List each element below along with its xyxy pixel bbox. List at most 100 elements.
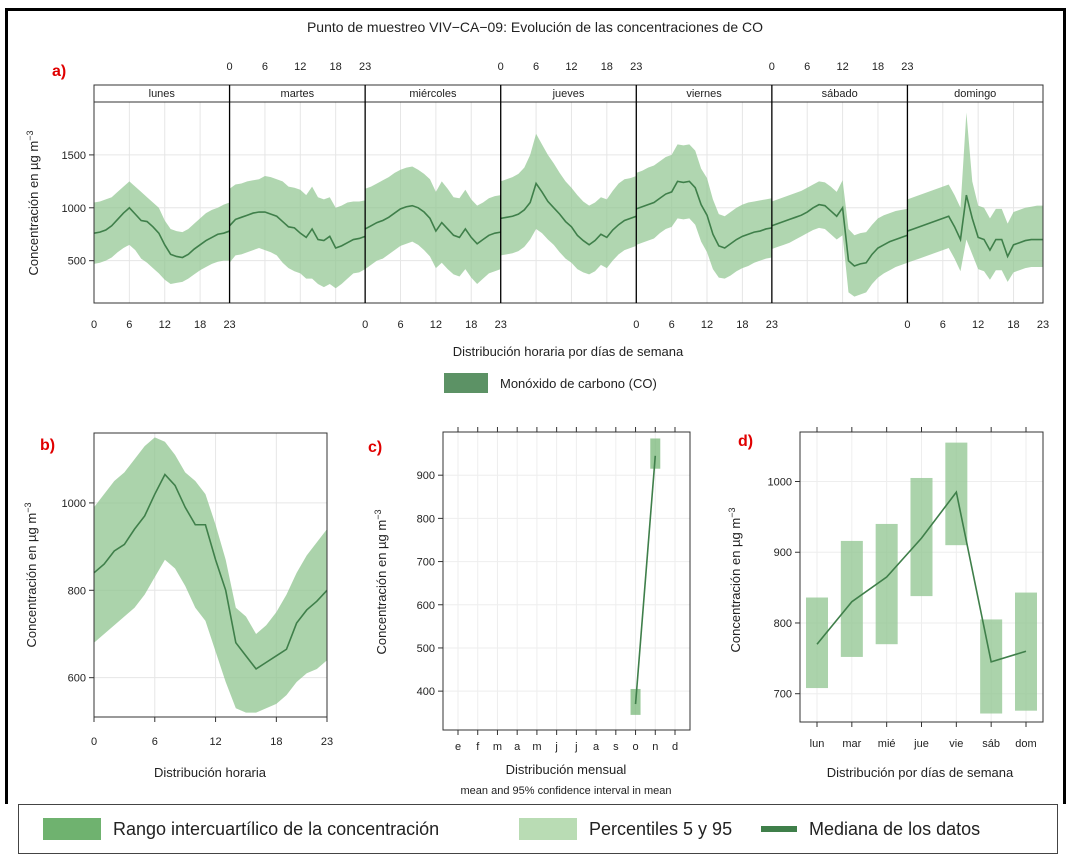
panel-d: d) 700 800 900 1000 lun mar mié jue vie sáb dom Dist… (727, 427, 1044, 780)
x-tick-label: 6 (940, 319, 946, 331)
day-strip (93, 84, 1044, 103)
legend-iqr-label: Rango intercuartílico de la concentració… (113, 818, 440, 839)
x-tick-label: dom (1015, 738, 1036, 750)
median-line (816, 490, 1027, 663)
x-tick-label: 0 (904, 319, 910, 331)
x-tick-label: a (593, 741, 600, 753)
panel-a: a) lunes martes miércoles jueves viernes sábad… (25, 61, 1049, 393)
x-tick-label: 12 (972, 319, 984, 331)
x-tick-label: mié (878, 738, 896, 750)
median-line-miércoles (364, 204, 501, 245)
y-tick-label: 1000 (62, 498, 86, 510)
x-tick-label: lun (810, 738, 825, 750)
x-tick-label: m (493, 741, 502, 753)
x-tick-label: 6 (152, 736, 158, 748)
median-line-viernes (636, 180, 772, 249)
legend-median: Mediana de los datos (761, 819, 980, 840)
day-label-miércoles: miércoles (409, 88, 457, 100)
band-jueves (500, 133, 637, 275)
day-label-jueves: jueves (552, 88, 585, 100)
x-tick-label: 23 (1037, 319, 1049, 331)
x-tick-label: s (613, 741, 619, 753)
median-line-jueves (500, 181, 637, 246)
x-tick-label: 23 (901, 61, 913, 73)
day-label-martes: martes (281, 88, 315, 100)
y-tick-label: 1000 (62, 203, 86, 215)
median-line-sábado (771, 203, 908, 267)
band-lunes (94, 181, 230, 284)
day-label-domingo: domingo (954, 88, 996, 100)
y-axis-label: Concentración en µg m−3 (373, 510, 389, 655)
x-tick-label: 18 (1007, 319, 1019, 331)
x-tick-label: 6 (397, 319, 403, 331)
legend-median-label: Mediana de los datos (809, 818, 981, 839)
plot-frame (442, 431, 691, 731)
x-tick-label: 0 (227, 61, 233, 73)
x-tick-label: n (652, 741, 658, 753)
iqr-box-mié (875, 523, 898, 645)
band-domingo (907, 112, 1043, 282)
chart-canvas: Punto de muestreo VIV−CA−09: Evolución d… (23, 19, 1049, 797)
ci-box-n (650, 438, 661, 469)
x-tick-label: jue (913, 738, 929, 750)
x-tick-label: d (672, 741, 678, 753)
x-tick-label: j (574, 741, 577, 753)
median-line-martes (228, 211, 366, 249)
x-tick-label: 18 (736, 319, 748, 331)
figure-frame (5, 8, 1066, 804)
legend-iqr-swatch (43, 818, 101, 840)
y-tick-label: 600 (68, 673, 86, 685)
x-tick-label: mar (842, 738, 861, 750)
y-tick-label: 600 (417, 600, 435, 612)
x-tick-label: 12 (294, 61, 306, 73)
y-tick-label: 900 (774, 547, 792, 559)
x-tick-label: 0 (362, 319, 368, 331)
x-tick-label: 0 (91, 319, 97, 331)
day-label-sábado: sábado (822, 88, 858, 100)
median-line (93, 473, 328, 671)
x-tick-label: 0 (633, 319, 639, 331)
x-tick-label: 23 (223, 319, 235, 331)
legend-percentiles-label: Percentiles 5 y 95 (589, 818, 733, 839)
x-tick-label: e (455, 741, 461, 753)
mean-line (634, 455, 657, 705)
chart-subtitle: mean and 95% confidence interval in mean (461, 785, 672, 797)
y-tick-label: 700 (417, 557, 435, 569)
x-tick-label: sáb (982, 738, 1000, 750)
x-tick-label: 6 (669, 319, 675, 331)
legend-percentiles: Percentiles 5 y 95 (519, 818, 732, 840)
panel-label: b) (40, 437, 55, 454)
x-tick-label: o (632, 741, 638, 753)
x-tick-label: 6 (262, 61, 268, 73)
y-tick-label: 400 (417, 686, 435, 698)
x-tick-label: 12 (565, 61, 577, 73)
x-tick-label: f (476, 741, 480, 753)
day-label-viernes: viernes (686, 88, 722, 100)
bottom-legend: Rango intercuartílico de la concentració… (18, 804, 1058, 854)
legend-median-swatch (761, 826, 797, 832)
y-tick-label: 800 (774, 618, 792, 630)
y-tick-label: 500 (68, 256, 86, 268)
x-tick-label: a (514, 741, 521, 753)
y-tick-label: 800 (68, 585, 86, 597)
y-tick-label: 700 (774, 689, 792, 701)
x-tick-label: 6 (804, 61, 810, 73)
x-tick-label: 23 (321, 736, 333, 748)
x-tick-label: 0 (498, 61, 504, 73)
x-tick-label: 18 (194, 319, 206, 331)
x-tick-label: 23 (766, 319, 778, 331)
band-martes (229, 176, 366, 289)
x-axis-label: Distribución horaria por días de semana (453, 344, 684, 359)
legend-percentiles-swatch (519, 818, 577, 840)
day-label-lunes: lunes (149, 88, 176, 100)
x-tick-label: 12 (159, 319, 171, 331)
iqr-box-sáb (980, 619, 1003, 714)
y-axis-label: Concentración en µg m−3 (727, 508, 743, 653)
x-tick-label: 18 (601, 61, 613, 73)
percentile-band (94, 437, 327, 713)
legend-co-swatch (444, 373, 488, 393)
x-tick-label: vie (949, 738, 963, 750)
x-tick-label: 23 (630, 61, 642, 73)
figure-title: Punto de muestreo VIV−CA−09: Evolución d… (307, 19, 763, 35)
median-line-domingo (907, 194, 1043, 259)
